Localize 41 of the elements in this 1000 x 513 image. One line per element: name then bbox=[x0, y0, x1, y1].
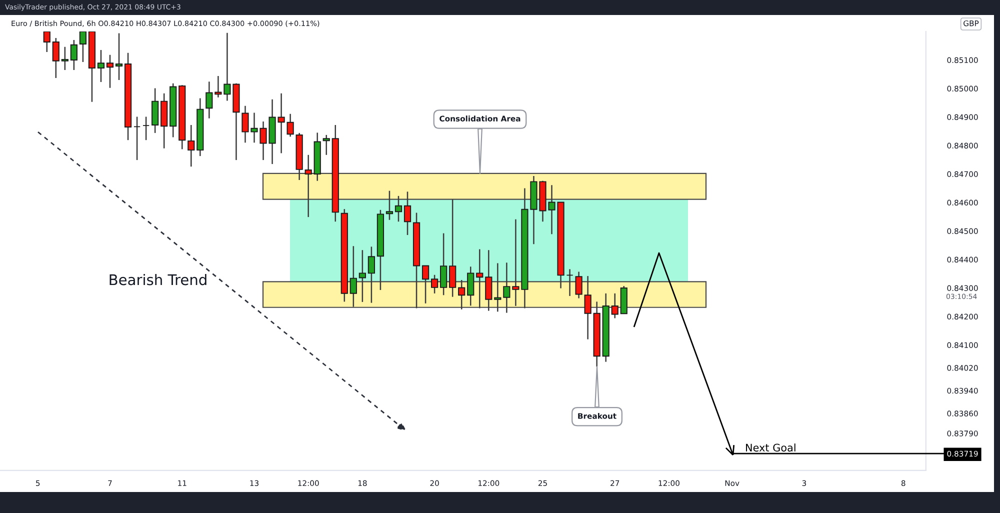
candlestick bbox=[322, 134, 330, 156]
candlestick bbox=[224, 32, 231, 102]
candlestick bbox=[52, 37, 60, 79]
candlestick bbox=[70, 39, 78, 71]
candlestick bbox=[214, 75, 222, 98]
candlestick bbox=[404, 191, 412, 236]
candlestick bbox=[485, 249, 492, 312]
candlestick bbox=[188, 124, 195, 168]
candlestick bbox=[350, 245, 357, 308]
ref-line-label: Next Goal bbox=[746, 444, 796, 452]
candlestick bbox=[431, 274, 438, 294]
candlestick bbox=[43, 32, 50, 53]
candlestick bbox=[106, 54, 114, 89]
candlestick bbox=[566, 268, 574, 297]
candlestick bbox=[115, 32, 123, 81]
candlestick bbox=[476, 248, 484, 309]
candlestick bbox=[386, 190, 394, 221]
candlestick bbox=[368, 246, 375, 304]
candlestick bbox=[152, 88, 159, 134]
candlestick bbox=[97, 49, 105, 83]
candlestick bbox=[467, 266, 474, 306]
candlestick bbox=[358, 249, 366, 303]
candlestick bbox=[79, 32, 86, 63]
annotation: Bearish Trend bbox=[110, 274, 206, 286]
candlestick bbox=[440, 232, 448, 296]
candlestick bbox=[286, 113, 294, 138]
candlestick bbox=[449, 198, 456, 298]
candlestick bbox=[394, 195, 402, 222]
candlestick bbox=[503, 262, 510, 314]
candlestick bbox=[584, 275, 592, 340]
candlestick bbox=[61, 46, 68, 71]
candlestick bbox=[611, 292, 618, 319]
candlestick bbox=[142, 116, 150, 141]
candlestick bbox=[458, 279, 466, 310]
candlestick bbox=[512, 218, 520, 307]
candlestick bbox=[206, 81, 213, 120]
candlestick bbox=[422, 265, 430, 304]
candlestick bbox=[304, 154, 312, 218]
candlestick bbox=[575, 271, 582, 299]
candlestick bbox=[133, 116, 141, 161]
candlestick bbox=[494, 262, 502, 312]
